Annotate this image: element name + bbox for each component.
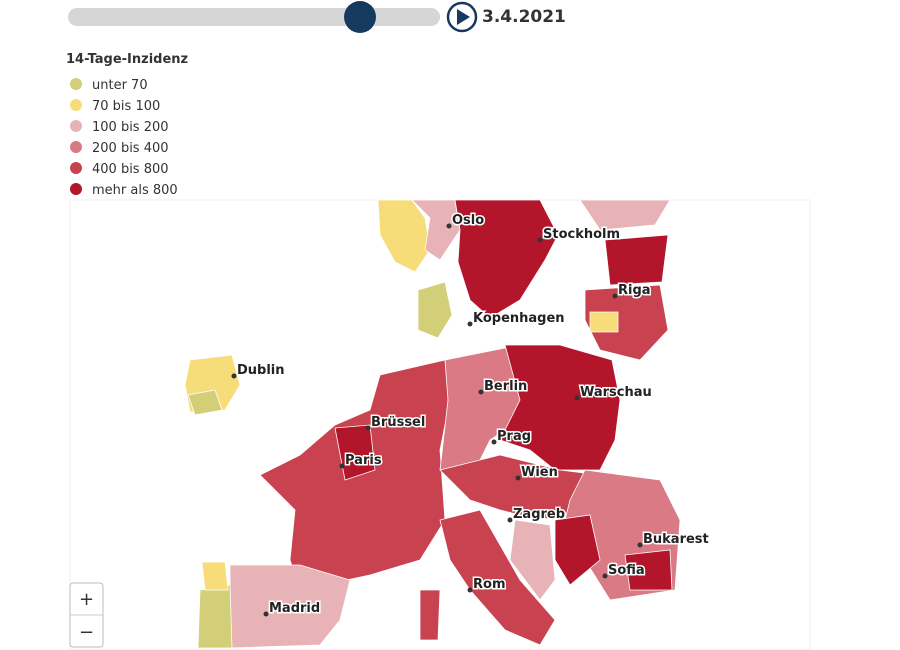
play-icon bbox=[457, 9, 470, 25]
city-label: Wien bbox=[521, 465, 558, 480]
region bbox=[554, 514, 601, 586]
city-dot bbox=[478, 389, 484, 395]
city-label: Oslo bbox=[452, 213, 484, 228]
legend-label: 200 bis 400 bbox=[92, 141, 169, 156]
zoom-out[interactable]: − bbox=[79, 622, 94, 643]
city-dot bbox=[612, 293, 618, 299]
city-dot bbox=[602, 573, 608, 579]
city-label: Berlin bbox=[484, 379, 527, 394]
legend-swatch bbox=[70, 78, 82, 90]
zoom-in[interactable]: + bbox=[79, 589, 94, 610]
region bbox=[454, 199, 559, 319]
region bbox=[509, 519, 556, 601]
region bbox=[377, 199, 431, 273]
city-dot bbox=[637, 542, 643, 548]
city-label: Rom bbox=[473, 577, 506, 592]
city-label: Madrid bbox=[269, 601, 320, 616]
region bbox=[419, 589, 441, 641]
city-label: Bukarest bbox=[643, 532, 709, 547]
legend-swatch bbox=[70, 120, 82, 132]
city-dot bbox=[231, 373, 237, 379]
city-dot bbox=[339, 463, 345, 469]
region bbox=[604, 234, 669, 286]
city-dot bbox=[507, 517, 513, 523]
region bbox=[197, 584, 233, 649]
region bbox=[584, 284, 669, 361]
region bbox=[187, 389, 223, 416]
region bbox=[439, 509, 556, 646]
city-label: Prag bbox=[497, 429, 531, 444]
city-label: Dublin bbox=[237, 363, 285, 378]
legend-label: 400 bis 800 bbox=[92, 162, 169, 177]
city-label: Kopenhagen bbox=[473, 311, 565, 326]
date-label: 3.4.2021 bbox=[482, 7, 566, 27]
city-dot bbox=[365, 425, 371, 431]
map-regions bbox=[184, 199, 681, 649]
legend-swatch bbox=[70, 183, 82, 195]
city-label: Riga bbox=[618, 283, 651, 298]
city-dot bbox=[263, 611, 269, 617]
region bbox=[201, 561, 229, 591]
legend-label: 70 bis 100 bbox=[92, 99, 160, 114]
city-dot bbox=[491, 439, 497, 445]
region bbox=[499, 344, 621, 471]
city-label: Paris bbox=[345, 453, 382, 468]
slider-track[interactable] bbox=[68, 8, 440, 26]
region bbox=[589, 311, 619, 333]
region bbox=[579, 199, 671, 231]
region bbox=[624, 549, 673, 591]
city-label: Warschau bbox=[580, 385, 652, 400]
city-dot bbox=[467, 321, 473, 327]
legend-swatch bbox=[70, 141, 82, 153]
city-dot bbox=[446, 223, 452, 229]
legend-swatch bbox=[70, 99, 82, 111]
city-label: Brüssel bbox=[371, 415, 425, 430]
legend: unter 70 70 bis 100 100 bis 200 200 bis 400… bbox=[70, 78, 178, 198]
legend-label: unter 70 bbox=[92, 78, 148, 93]
city-dot bbox=[537, 237, 543, 243]
city-dot bbox=[574, 395, 580, 401]
city-dot bbox=[515, 475, 521, 481]
legend-label: mehr als 800 bbox=[92, 183, 178, 198]
city-labels: Oslo Stockholm Riga Kopenhagen Dublin Berlin W… bbox=[231, 212, 710, 618]
city-label: Sofia bbox=[608, 563, 645, 578]
region bbox=[334, 424, 376, 481]
city-dot bbox=[467, 587, 473, 593]
city-label: Zagreb bbox=[513, 507, 565, 522]
legend-swatch bbox=[70, 162, 82, 174]
region bbox=[417, 281, 453, 339]
legend-label: 100 bis 200 bbox=[92, 120, 169, 135]
legend-title: 14-Tage-Inzidenz bbox=[66, 52, 188, 67]
city-label: Stockholm bbox=[543, 227, 620, 242]
slider-knob[interactable] bbox=[344, 1, 376, 33]
